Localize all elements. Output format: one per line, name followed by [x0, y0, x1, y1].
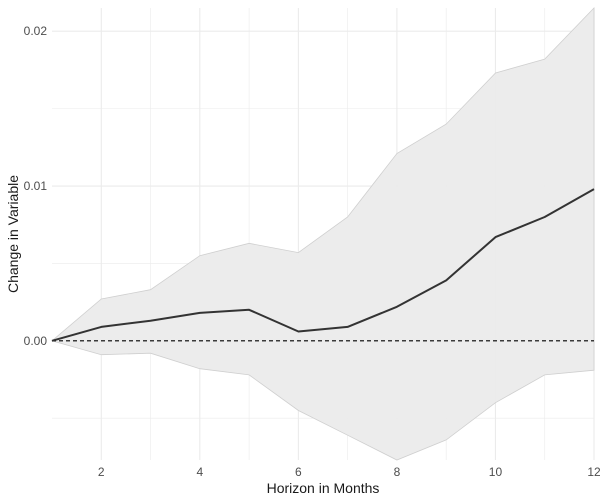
x-tick-label: 12 — [587, 465, 600, 479]
confidence-band — [51, 7, 595, 461]
y-tick-label: 0.00 — [24, 334, 48, 348]
x-tick-label: 10 — [489, 465, 503, 479]
y-axis-title: Change in Variable — [5, 175, 21, 293]
y-tick-label: 0.02 — [24, 24, 48, 38]
x-tick-label: 4 — [196, 465, 203, 479]
y-axis-ticks: 0.00 0.01 0.02 — [24, 24, 48, 348]
x-axis-ticks: 2 4 6 8 10 12 — [98, 465, 600, 479]
y-tick-label: 0.01 — [24, 179, 48, 193]
x-axis-title: Horizon in Months — [267, 480, 380, 496]
x-tick-label: 2 — [98, 465, 105, 479]
x-tick-label: 8 — [394, 465, 401, 479]
x-tick-label: 6 — [295, 465, 302, 479]
series-line — [51, 188, 595, 342]
